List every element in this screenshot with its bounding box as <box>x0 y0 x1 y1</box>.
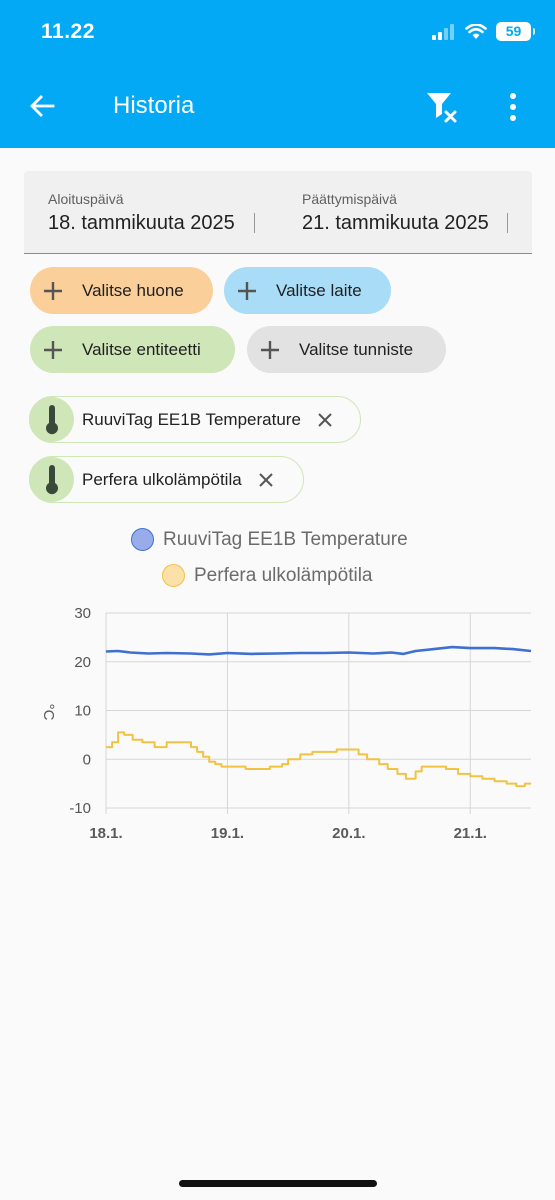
back-button[interactable] <box>24 88 60 124</box>
select-device-label: Valitse laite <box>276 280 362 300</box>
select-label-chip[interactable]: Valitse tunniste <box>247 326 446 373</box>
close-icon <box>258 472 273 487</box>
arrow-left-icon <box>30 95 55 117</box>
more-options-button[interactable] <box>497 88 529 126</box>
legend-label: Perfera ulkolämpötila <box>194 564 373 586</box>
clear-filter-button[interactable] <box>424 88 460 126</box>
filter-clear-icon <box>427 93 457 123</box>
legend-swatch <box>131 528 154 551</box>
status-icons: 59 <box>432 22 535 41</box>
y-tick-label: 30 <box>74 605 91 622</box>
plus-icon <box>44 340 62 359</box>
legend-swatch <box>162 564 185 587</box>
legend-item-perfera[interactable]: Perfera ulkolämpötila <box>162 564 372 587</box>
x-tick-label: 19.1. <box>211 825 244 842</box>
start-date-label: Aloituspäivä <box>48 191 124 207</box>
start-date-value: 18. tammikuuta 2025 <box>48 212 235 234</box>
selected-entity-name: Perfera ulkolämpötila <box>82 469 242 489</box>
end-date-value: 21. tammikuuta 2025 <box>302 212 489 234</box>
thermometer-icon <box>29 397 74 442</box>
selected-entity-chip[interactable]: RuuviTag EE1B Temperature <box>29 396 361 443</box>
x-tick-label: 20.1. <box>332 825 365 842</box>
plus-icon <box>238 281 256 300</box>
select-entity-label: Valitse entiteetti <box>82 339 201 359</box>
series-line-2 <box>106 731 531 788</box>
thermometer-icon <box>29 457 74 502</box>
remove-entity-button[interactable] <box>315 410 335 430</box>
cellular-signal-icon <box>432 23 454 40</box>
x-tick-label: 21.1. <box>454 825 487 842</box>
wifi-icon <box>465 23 487 39</box>
close-icon <box>318 412 332 427</box>
legend-label: RuuviTag EE1B Temperature <box>163 528 408 550</box>
app-toolbar: Historia <box>0 66 555 148</box>
select-entity-chip[interactable]: Valitse entiteetti <box>30 326 235 373</box>
home-indicator <box>179 1180 377 1187</box>
legend-item-ruuvitag[interactable]: RuuviTag EE1B Temperature <box>131 528 408 551</box>
battery-indicator: 59 <box>496 22 535 41</box>
end-date-label: Päättymispäivä <box>302 191 397 207</box>
chart-grid: -10 0 10 20 30 18.1. 19.1. 20.1. 21.1. <box>69 605 531 842</box>
status-bar: 11.22 59 <box>0 0 555 66</box>
y-axis-label: °C <box>40 704 57 721</box>
y-tick-label: 10 <box>74 703 91 720</box>
plus-icon <box>261 340 279 359</box>
more-vertical-icon <box>510 93 516 121</box>
x-tick-label: 18.1. <box>89 825 122 842</box>
selected-entity-chip[interactable]: Perfera ulkolämpötila <box>29 456 304 503</box>
select-label-label: Valitse tunniste <box>299 339 414 359</box>
date-divider <box>254 213 255 233</box>
status-time: 11.22 <box>41 20 95 43</box>
select-room-label: Valitse huone <box>82 280 184 300</box>
selected-entity-name: RuuviTag EE1B Temperature <box>82 409 301 429</box>
series-line-1 <box>105 645 532 656</box>
date-range-picker[interactable]: Aloituspäivä 18. tammikuuta 2025 Päättym… <box>24 171 532 254</box>
select-device-chip[interactable]: Valitse laite <box>224 267 391 314</box>
y-tick-label: -10 <box>69 800 91 817</box>
page-title: Historia <box>113 92 195 119</box>
remove-entity-button[interactable] <box>256 470 276 490</box>
select-room-chip[interactable]: Valitse huone <box>30 267 213 314</box>
y-tick-label: 20 <box>74 654 91 671</box>
plus-icon <box>44 281 62 300</box>
y-tick-label: 0 <box>83 751 91 768</box>
chart-series <box>105 645 532 788</box>
history-chart[interactable]: -10 0 10 20 30 18.1. 19.1. 20.1. 21.1. °C <box>0 596 555 856</box>
date-divider <box>507 213 508 233</box>
